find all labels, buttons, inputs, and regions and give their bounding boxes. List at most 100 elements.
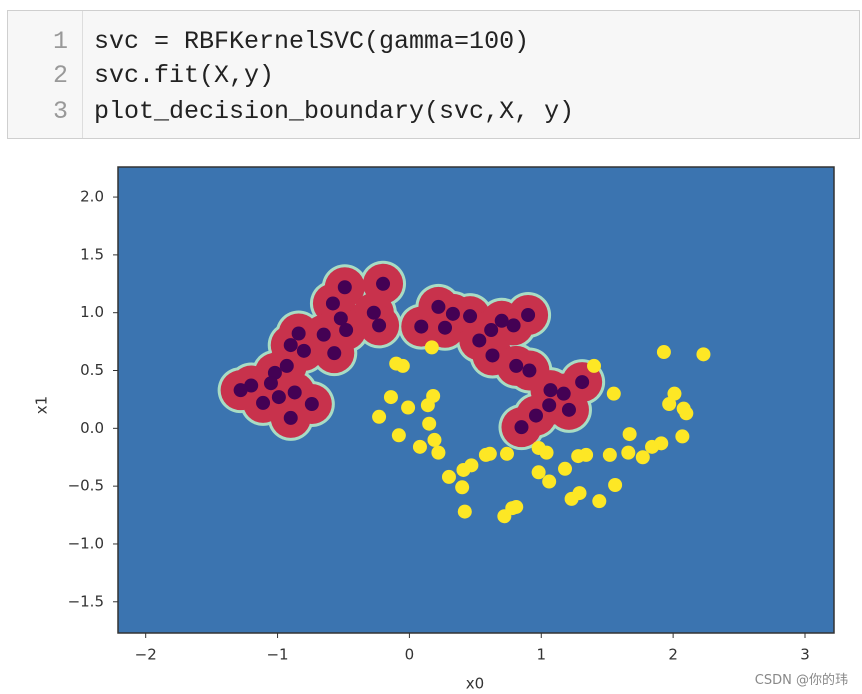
point: [679, 406, 694, 421]
point: [542, 474, 557, 489]
point: [333, 311, 348, 326]
point: [606, 386, 621, 401]
point: [539, 445, 554, 460]
x-tick-label: −2: [135, 646, 157, 664]
point: [401, 400, 416, 415]
code-line: svc.fit(X,y): [94, 61, 275, 90]
point: [422, 416, 437, 431]
point: [427, 432, 442, 447]
point: [271, 390, 286, 405]
code-cell: 1 2 3 svc = RBFKernelSVC(gamma=100) svc.…: [7, 10, 860, 139]
point: [509, 499, 524, 514]
point: [621, 445, 636, 460]
point: [376, 276, 391, 291]
point: [263, 376, 278, 391]
point: [438, 320, 453, 335]
point: [383, 390, 398, 405]
point: [441, 469, 456, 484]
y-tick-label: −0.5: [68, 477, 104, 495]
y-tick-label: −1.0: [68, 534, 104, 552]
point: [291, 326, 306, 341]
line-number: 1: [52, 27, 68, 56]
point: [564, 491, 579, 506]
point: [244, 378, 259, 393]
point: [656, 345, 671, 360]
point: [287, 385, 302, 400]
point: [484, 323, 499, 338]
point: [485, 348, 500, 363]
x-tick-label: 3: [800, 646, 810, 664]
y-tick-label: 2.0: [80, 188, 104, 206]
point: [372, 318, 387, 333]
point: [602, 447, 617, 462]
point: [339, 323, 354, 338]
y-tick-label: −1.5: [68, 592, 104, 610]
point: [556, 386, 571, 401]
point: [412, 439, 427, 454]
point: [514, 420, 529, 435]
point: [662, 397, 677, 412]
point: [608, 477, 623, 492]
point: [391, 428, 406, 443]
point: [424, 340, 439, 355]
point: [521, 308, 536, 323]
point: [463, 309, 478, 324]
x-tick-label: 0: [405, 646, 415, 664]
x-tick-label: 1: [536, 646, 546, 664]
point: [499, 446, 514, 461]
point: [372, 409, 387, 424]
point: [592, 494, 607, 509]
watermark: CSDN @你的玮: [754, 673, 848, 688]
point: [337, 280, 352, 295]
plot-frame: [117, 166, 835, 634]
point: [304, 397, 319, 412]
point: [675, 429, 690, 444]
point: [316, 327, 331, 342]
point: [431, 445, 446, 460]
point: [509, 358, 524, 373]
point: [445, 306, 460, 321]
point: [283, 338, 298, 353]
point: [455, 480, 470, 495]
gutter: [82, 11, 83, 138]
point: [325, 296, 340, 311]
point: [531, 465, 546, 480]
point: [667, 386, 682, 401]
code-line: plot_decision_boundary(svc,X, y): [94, 97, 575, 126]
code-line: svc = RBFKernelSVC(gamma=100): [94, 27, 530, 56]
point: [366, 305, 381, 320]
y-tick-label: 0.5: [80, 361, 104, 379]
point: [542, 398, 557, 413]
point: [431, 299, 446, 314]
point: [414, 319, 429, 334]
line-number: 2: [52, 61, 68, 90]
line-number: 3: [52, 97, 68, 126]
point: [558, 461, 573, 476]
point: [506, 318, 521, 333]
point: [279, 358, 294, 373]
point: [256, 395, 271, 410]
y-tick-label: 1.0: [80, 303, 104, 321]
point: [457, 504, 472, 519]
x-axis-label: x0: [466, 675, 484, 693]
y-axis-label: x1: [33, 396, 51, 414]
point: [696, 347, 711, 362]
y-tick-label: 1.5: [80, 245, 104, 263]
point: [420, 398, 435, 413]
point: [635, 450, 650, 465]
point: [622, 427, 637, 442]
point: [482, 446, 497, 461]
point: [571, 449, 586, 464]
x-tick-label: 2: [668, 646, 678, 664]
point: [395, 358, 410, 373]
point: [283, 410, 298, 425]
y-tick-label: 0.0: [80, 419, 104, 437]
point: [296, 343, 311, 358]
point: [528, 408, 543, 423]
point: [233, 383, 248, 398]
point: [543, 383, 558, 398]
point: [494, 313, 509, 328]
point: [522, 363, 537, 378]
